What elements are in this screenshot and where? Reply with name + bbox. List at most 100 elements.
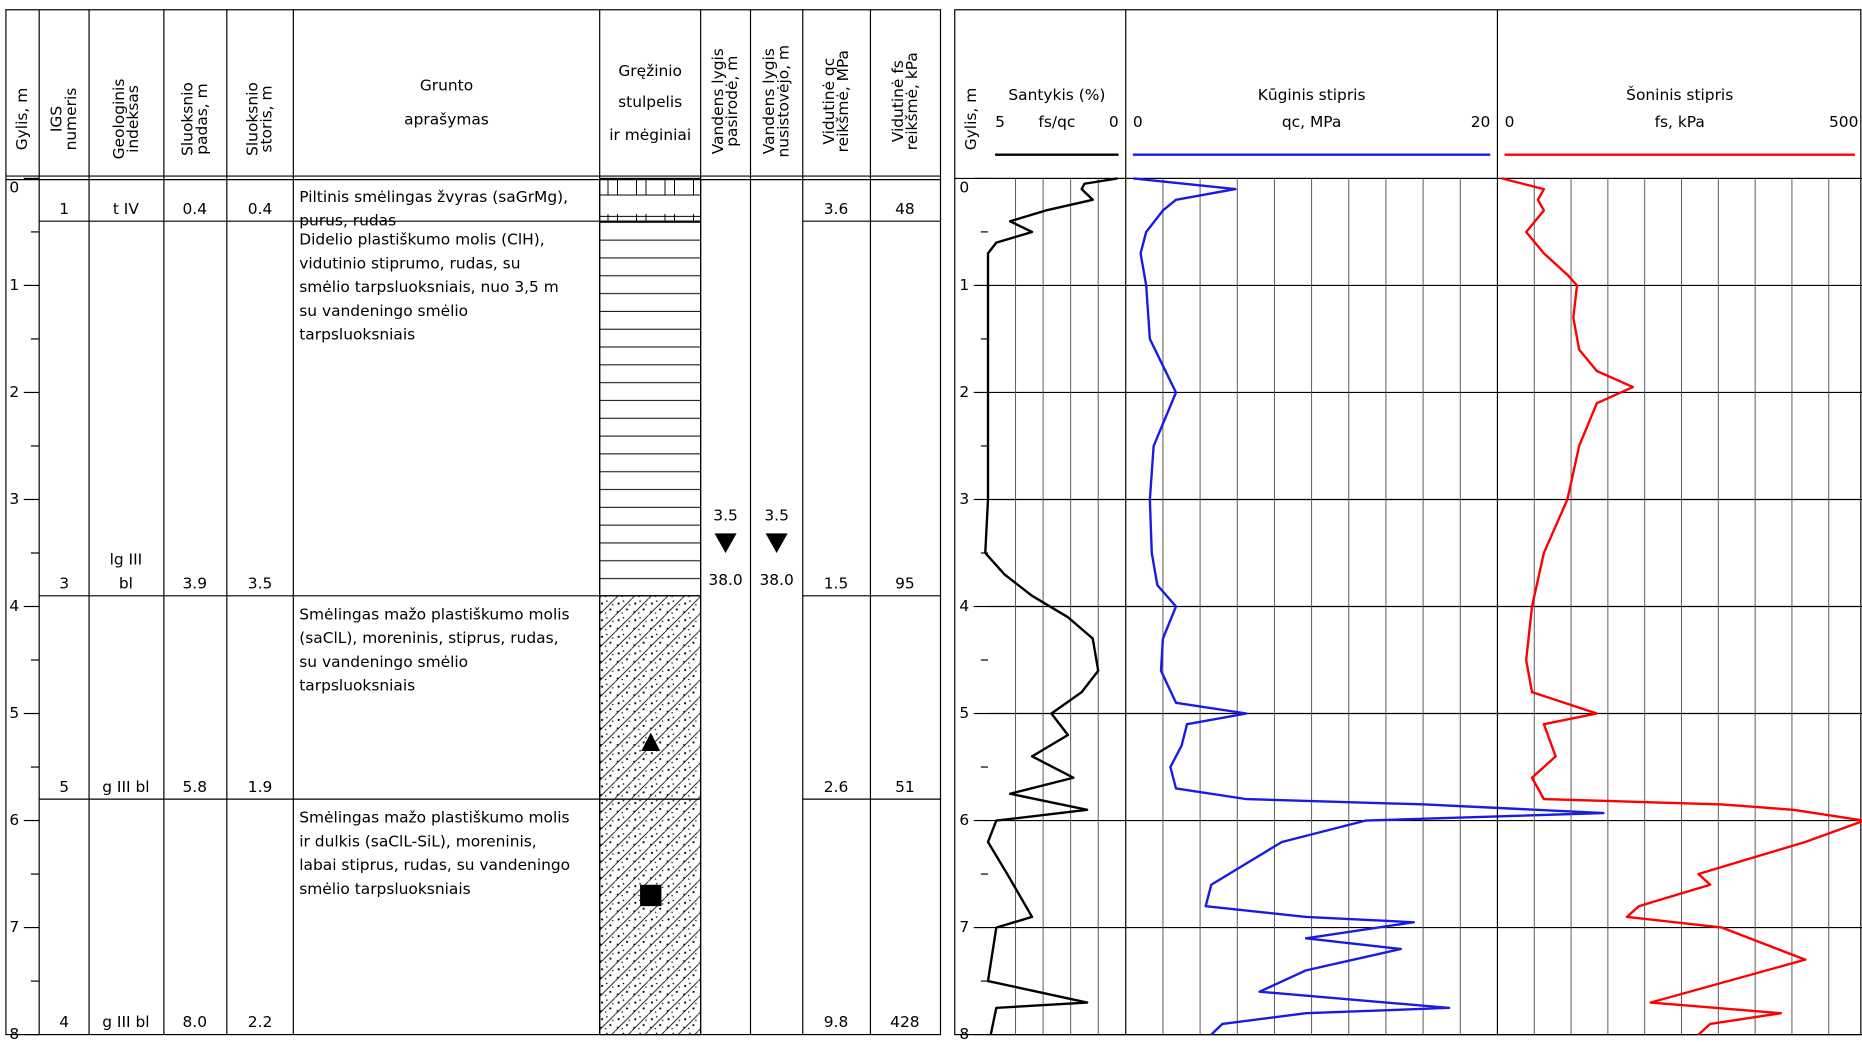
soil-description: Didelio plastiškumo molis (ClH),: [299, 231, 544, 249]
igs-number: 4: [59, 1013, 69, 1031]
plot-border: [954, 9, 1862, 1036]
igs-number: 5: [59, 778, 69, 796]
fs-average: 48: [895, 200, 915, 218]
lithology-fill: [599, 798, 702, 1036]
layer-bottom: 0.4: [182, 200, 207, 218]
column-header: Vidutinė fs: [889, 60, 907, 142]
soil-description: su vandeningo smėlio: [299, 653, 468, 671]
column-header: indeksas: [124, 85, 142, 153]
column-header: ir mėginiai: [609, 126, 691, 144]
soil-description: smėlio tarpsluoksniais, nuo 3,5 m: [299, 278, 559, 296]
column-header: Vandens lygis: [709, 48, 727, 154]
soil-description: ir dulkis (saClL-SiL), moreninis,: [299, 832, 536, 850]
soil-description: labai stiprus, rudas, su vandeningo: [299, 856, 570, 874]
column-header: reikšmė, MPa: [834, 50, 852, 152]
y-tick-label: 7: [959, 918, 969, 936]
column-header: storis, m: [258, 86, 276, 153]
y-tick-label: 1: [959, 276, 969, 294]
x-axis-title: fs/qc: [1038, 113, 1075, 131]
layer-bottom: 5.8: [182, 778, 207, 796]
lithology-fill: [599, 595, 702, 800]
x-tick-label: 500: [1829, 113, 1858, 131]
panel-title: Santykis (%): [1008, 86, 1105, 104]
column-header: Vandens lygis: [760, 48, 778, 154]
soil-description: Smėlingas mažo plastiškumo molis: [299, 809, 569, 827]
geo-index: g III bl: [102, 778, 149, 796]
column-header: pasirodė, m: [723, 56, 741, 147]
x-tick-label: 0: [1505, 113, 1515, 131]
column-header: Vidutinė qc: [820, 58, 838, 145]
data-line: [984, 177, 1118, 1035]
qc-average: 1.5: [824, 574, 849, 592]
geo-index: bl: [119, 574, 133, 592]
depth-label: 5: [9, 704, 19, 722]
lithology-fill: [599, 220, 702, 597]
column-header: aprašymas: [404, 111, 489, 129]
x-axis-title: fs, kPa: [1655, 113, 1705, 131]
lithology-fill: [599, 177, 702, 222]
soil-description: tarpsluoksniais: [299, 677, 415, 695]
cpt-plots: Gylis, m 0 1 2 3 4 5 6 7 8 Santykis (%) fs/qc 5 0 Kūgi…: [954, 9, 1862, 1042]
column-header: Gręžinio: [618, 62, 682, 80]
column-header: Gylis, m: [13, 88, 31, 151]
depth-label: 8: [9, 1025, 19, 1042]
soil-description: smėlio tarpsluoksniais: [299, 880, 470, 898]
column-header: Sluoksnio: [243, 82, 261, 156]
soil-description: Smėlingas mažo plastiškumo molis: [299, 605, 569, 623]
y-tick-label: 4: [959, 597, 969, 615]
table-border: [5, 9, 942, 1036]
water-note: 38.0: [759, 571, 793, 589]
layer-thickness: 0.4: [248, 200, 273, 218]
layer-bottom: 3.9: [182, 574, 207, 592]
layer-thickness: 3.5: [248, 574, 273, 592]
column-header: Geologinis: [110, 79, 128, 160]
x-tick-label: 0: [1133, 113, 1143, 131]
depth-label: 2: [9, 383, 19, 401]
y-tick-label: 5: [959, 704, 969, 722]
water-level: 3.5: [713, 507, 738, 525]
igs-number: 3: [59, 574, 69, 592]
y-tick-label: 8: [959, 1025, 969, 1042]
qc-average: 9.8: [824, 1013, 849, 1031]
water-marker: [765, 533, 788, 553]
column-header: padas, m: [193, 83, 211, 154]
x-axis-title: qc, MPa: [1282, 113, 1341, 131]
column-header: nusistovėjo, m: [774, 45, 792, 158]
depth-label: 3: [9, 490, 19, 508]
sample-marker: [640, 884, 662, 907]
x-tick-label: 0: [1109, 113, 1119, 131]
soil-description: su vandeningo smėlio: [299, 302, 468, 320]
data-line: [1501, 177, 1862, 1036]
fs-average: 95: [895, 574, 915, 592]
sample-marker: [641, 732, 661, 751]
geo-index: lg III: [110, 551, 143, 569]
column-header: IGS: [48, 106, 66, 132]
column-header: stulpelis: [618, 93, 682, 111]
soil-description: vidutinio stiprumo, rudas, su: [299, 254, 520, 272]
layer-thickness: 1.9: [248, 778, 273, 796]
fs-average: 51: [895, 778, 915, 796]
depth-label: 7: [9, 918, 19, 936]
soil-description: tarpsluoksniais: [299, 326, 415, 344]
y-tick-label: 6: [959, 811, 969, 829]
depth-label: 4: [9, 597, 19, 615]
water-level: 3.5: [764, 507, 789, 525]
geo-index: t IV: [113, 200, 139, 218]
panel-title: Kūginis stipris: [1258, 86, 1366, 104]
x-tick-label: 20: [1471, 113, 1491, 131]
x-tick-label: 5: [995, 113, 1005, 131]
soil-description: purus, rudas: [299, 212, 396, 230]
soil-description: (saClL), moreninis, stiprus, rudas,: [299, 629, 558, 647]
y-tick-label: 0: [959, 178, 969, 196]
data-line: [1133, 177, 1605, 1036]
y-tick-label: 2: [959, 383, 969, 401]
y-tick-label: 3: [959, 490, 969, 508]
column-header: Sluoksnio: [179, 82, 197, 156]
layer-bottom: 8.0: [182, 1013, 207, 1031]
depth-label: 6: [9, 811, 19, 829]
panel-title: Šoninis stipris: [1626, 85, 1733, 104]
y-axis-title: Gylis, m: [962, 88, 980, 151]
igs-number: 1: [59, 200, 69, 218]
depth-label: 0: [9, 178, 19, 196]
